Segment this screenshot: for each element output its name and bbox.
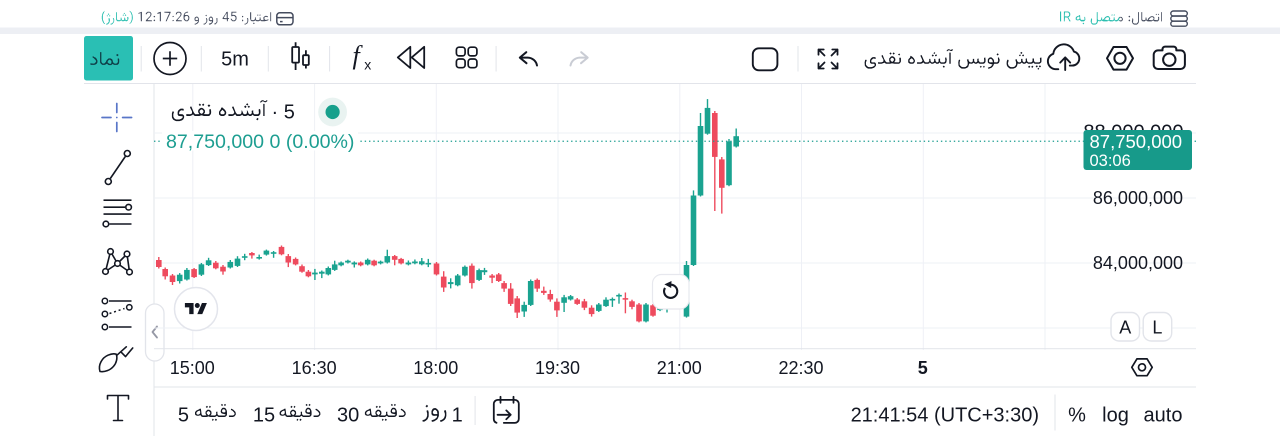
svg-text:f: f [353,41,364,70]
svg-text:15:00: 15:00 [170,358,215,378]
svg-text:15: 15 [253,405,275,427]
svg-text:22:30: 22:30 [778,358,823,378]
svg-text:1: 1 [452,405,463,427]
svg-text:16:30: 16:30 [292,358,337,378]
svg-text:5: 5 [918,358,928,378]
svg-text:19:30: 19:30 [535,358,580,378]
svg-text:auto: auto [1144,405,1183,427]
svg-text:%: % [1068,405,1086,427]
svg-text:03:06: 03:06 [1090,152,1131,170]
svg-text:87,750,000: 87,750,000 [1090,131,1183,152]
svg-text:5m: 5m [221,49,249,71]
svg-text:21:41:54 (UTC+3:30): 21:41:54 (UTC+3:30) [851,405,1039,427]
svg-text:5: 5 [178,405,189,427]
svg-text:30: 30 [337,405,359,427]
svg-text:21:00: 21:00 [657,358,702,378]
svg-text:A: A [1119,318,1131,338]
svg-text:18:00: 18:00 [413,358,458,378]
svg-text:86,000,000: 86,000,000 [1093,188,1183,208]
svg-text:· 5: · 5 [272,102,295,124]
svg-text:87,750,000 0 (0.00%): 87,750,000 0 (0.00%) [166,131,354,153]
svg-text:log: log [1102,405,1129,427]
svg-text:L: L [1152,318,1162,338]
svg-text:84,000,000: 84,000,000 [1093,253,1183,273]
svg-text:x: x [364,57,371,73]
